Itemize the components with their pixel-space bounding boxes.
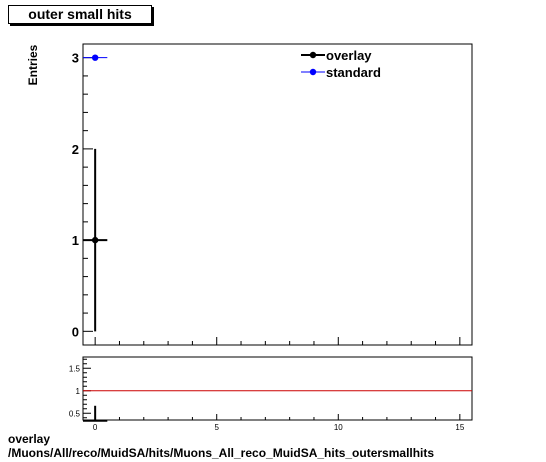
legend-label: overlay xyxy=(326,48,372,63)
y-tick-label: 2 xyxy=(72,142,79,157)
ratio-x-tick-label: 5 xyxy=(214,423,219,430)
legend-marker xyxy=(309,51,317,59)
ratio-y-tick-label: 0.5 xyxy=(69,409,81,418)
ratio-x-tick-label: 0 xyxy=(93,423,98,430)
y-axis-label: Entries xyxy=(26,44,40,85)
ratio-x-tick-label: 15 xyxy=(455,423,464,430)
ratio-frame xyxy=(82,356,473,421)
y-tick-label: 0 xyxy=(72,324,79,339)
main-plot: 0 1 2 3 Entries overlay standard xyxy=(26,43,473,346)
legend-label: standard xyxy=(326,65,381,80)
ratio-plot: 0 5 10 15 0.5 1 1.5 xyxy=(69,356,473,430)
ratio-y-tick-label: 1 xyxy=(76,387,81,396)
ratio-y-tick-label: 1.5 xyxy=(69,364,81,373)
chart-title: outer small hits xyxy=(8,5,152,24)
legend-marker xyxy=(309,68,317,76)
plot-frame xyxy=(82,43,473,346)
y-tick-label: 1 xyxy=(72,233,79,248)
chart-canvas: 0 1 2 3 Entries overlay standard 0 5 10 15 0.5 1 1.5 xyxy=(26,43,473,430)
ratio-x-tick-label: 10 xyxy=(334,423,343,430)
y-tick-label: 3 xyxy=(72,51,79,66)
footer-path: overlay /Muons/All/reco/MuidSA/hits/Muon… xyxy=(8,432,434,460)
footer-line-1: overlay xyxy=(8,432,51,446)
footer-line-2: /Muons/All/reco/MuidSA/hits/Muons_All_re… xyxy=(8,446,435,460)
data-point xyxy=(91,236,99,244)
data-point xyxy=(91,54,99,61)
